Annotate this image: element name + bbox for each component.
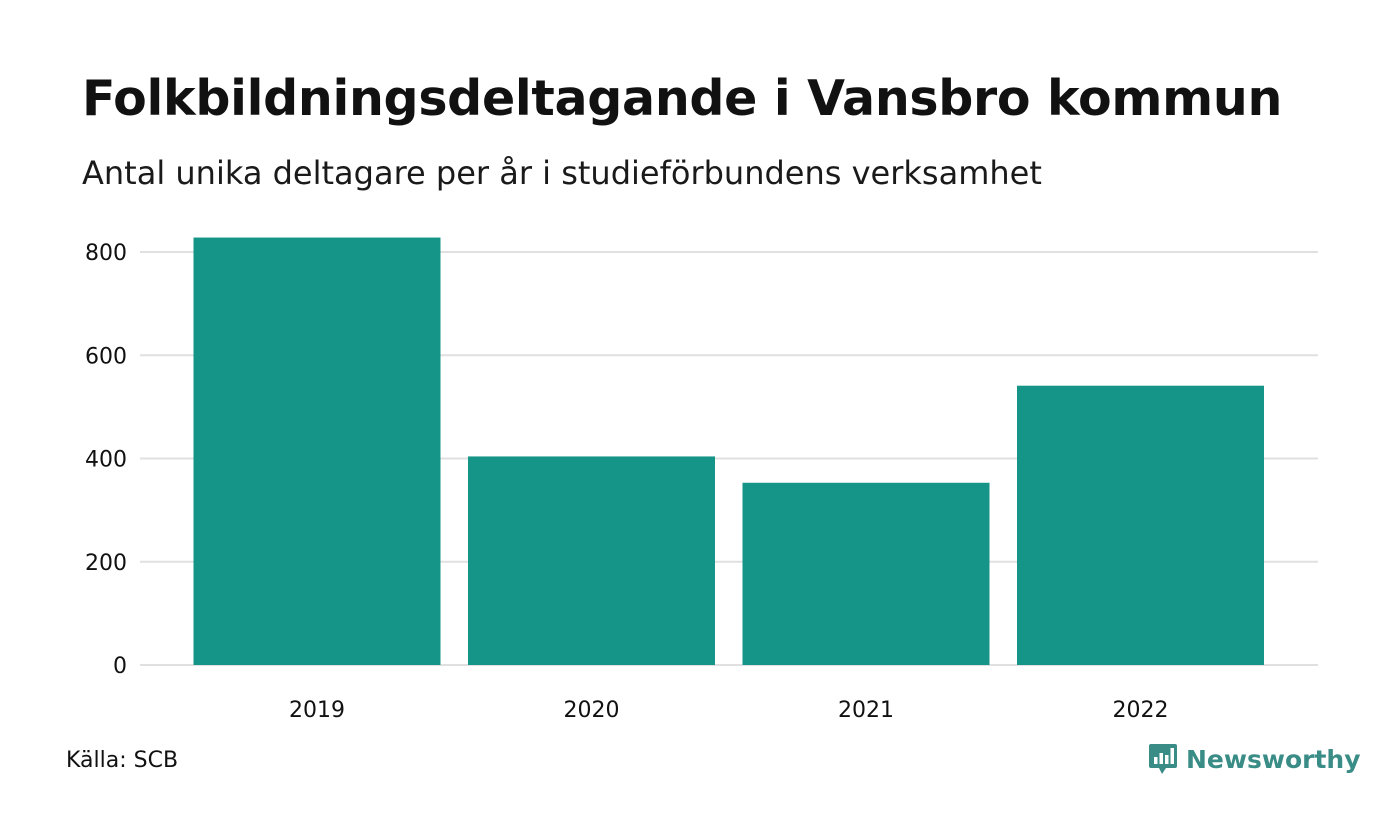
- y-tick-label: 200: [85, 551, 127, 576]
- x-tick-label: 2020: [564, 698, 620, 723]
- y-tick-label: 0: [113, 654, 127, 679]
- bar-2022: [1017, 385, 1264, 665]
- x-axis-tick-labels: 2019 2020 2021 2022: [289, 698, 1169, 723]
- y-tick-label: 600: [85, 344, 127, 369]
- y-tick-label: 800: [85, 241, 127, 266]
- chart-subtitle: Antal unika deltagare per år i studieför…: [82, 154, 1042, 192]
- y-axis-tick-labels: 0 200 400 600 800: [85, 241, 127, 679]
- bars: [193, 237, 1264, 666]
- chart-title: Folkbildningsdeltagande i Vansbro kommun: [82, 70, 1283, 127]
- brand-name: Newsworthy: [1186, 744, 1361, 774]
- bar-2021: [742, 482, 990, 665]
- brand-logo: Newsworthy: [1148, 742, 1361, 776]
- source-note: Källa: SCB: [66, 748, 179, 773]
- newsworthy-logo-icon: [1149, 744, 1177, 774]
- x-tick-label: 2022: [1113, 698, 1169, 723]
- bar-2019: [193, 237, 441, 666]
- x-tick-label: 2021: [838, 698, 894, 723]
- y-tick-label: 400: [85, 448, 127, 473]
- bar-2020: [468, 456, 715, 665]
- x-tick-label: 2019: [289, 698, 345, 723]
